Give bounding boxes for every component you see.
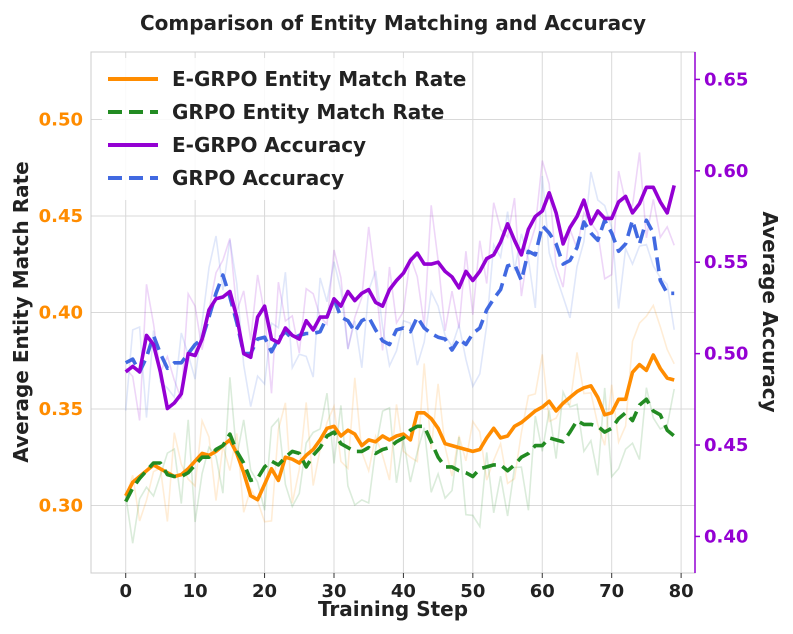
left-y-tick-label: 0.40 [39, 303, 83, 324]
legend-label-grpo-match: GRPO Entity Match Rate [172, 100, 444, 124]
chart-title: Comparison of Entity Matching and Accura… [140, 11, 646, 35]
right-y-axis-label: Average Accuracy [758, 211, 782, 412]
legend-item-grpo-acc: GRPO Accuracy [108, 166, 344, 190]
legend-item-egrpo-match: E-GRPO Entity Match Rate [108, 67, 466, 91]
legend-item-grpo-match: GRPO Entity Match Rate [108, 100, 444, 124]
right-y-tick-label: 0.65 [704, 69, 748, 90]
left-y-tick-label: 0.50 [39, 110, 83, 131]
left-y-tick-label: 0.45 [39, 206, 83, 227]
raw-trace-3 [124, 171, 675, 418]
series-line-1 [124, 397, 676, 503]
series-line-3 [124, 218, 675, 374]
legend-label-egrpo-match: E-GRPO Entity Match Rate [172, 67, 466, 91]
x-tick-label: 0 [119, 581, 132, 602]
x-tick-label: 70 [599, 581, 624, 602]
x-tick-label: 30 [321, 581, 346, 602]
x-tick-label: 40 [391, 581, 416, 602]
x-tick-label: 20 [252, 581, 277, 602]
legend-label-egrpo-acc: E-GRPO Accuracy [172, 133, 366, 157]
x-tick-label: 10 [183, 581, 208, 602]
raw-trace-2 [125, 152, 675, 421]
left-y-axis-label: Average Entity Match Rate [9, 161, 33, 462]
x-tick-label: 80 [669, 581, 694, 602]
raw-trace-1 [124, 377, 675, 544]
right-y-tick-label: 0.60 [704, 161, 748, 182]
x-tick-label: 50 [460, 581, 485, 602]
legend-label-grpo-acc: GRPO Accuracy [172, 166, 344, 190]
left-y-tick-label: 0.35 [39, 399, 83, 420]
right-y-tick-label: 0.45 [704, 435, 748, 456]
legend-item-egrpo-acc: E-GRPO Accuracy [108, 133, 366, 157]
left-y-tick-label: 0.30 [39, 495, 83, 516]
right-y-tick-label: 0.40 [704, 526, 748, 547]
x-tick-label: 60 [530, 581, 555, 602]
right-y-tick-label: 0.55 [704, 252, 748, 273]
x-axis-label: Training Step [318, 597, 468, 621]
axis-ticks: 0 10 20 30 40 50 60 70 80 0.30 0.35 0.40 0.45 0.50 0.4… [39, 69, 749, 602]
smoothed-lines [124, 184, 676, 503]
right-y-tick-label: 0.50 [704, 344, 748, 365]
series-line-2 [124, 184, 676, 411]
legend: E-GRPO Entity Match Rate GRPO Entity Mat… [102, 58, 466, 200]
raw-traces [124, 152, 675, 544]
